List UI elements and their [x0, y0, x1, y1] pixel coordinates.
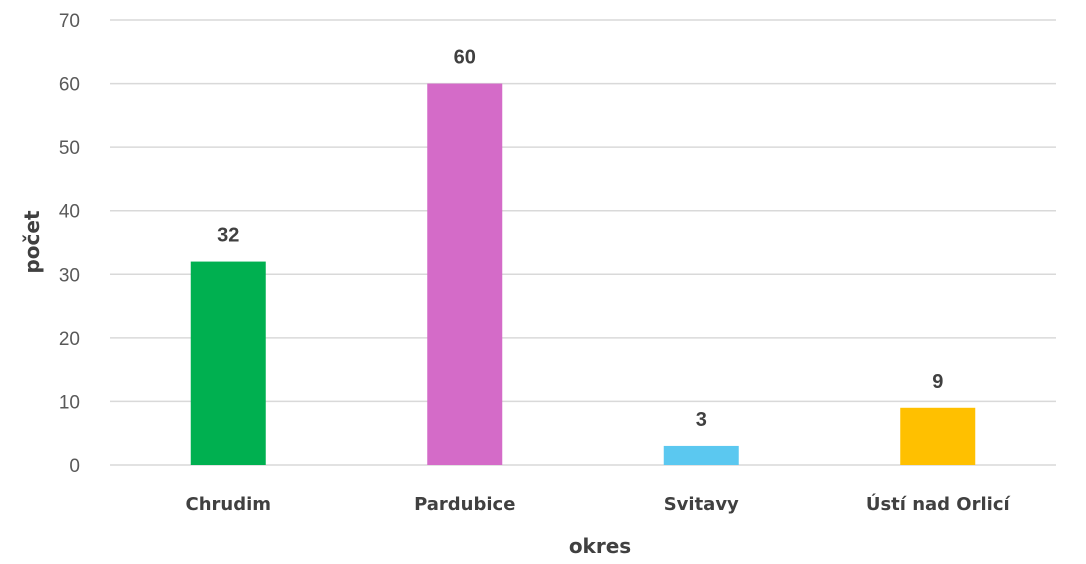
bar-ústí-nad-orlicí — [900, 407, 976, 465]
data-labels: 32 60 3 9 — [217, 47, 943, 431]
data-label: 9 — [932, 371, 943, 393]
x-axis-categories: Chrudim Pardubice Svitavy Ústí nad Orlicí — [185, 493, 1010, 515]
y-axis-ticks: 0 10 20 30 40 50 60 70 — [59, 11, 80, 477]
data-label: 32 — [217, 225, 239, 247]
x-category-label: Chrudim — [185, 494, 271, 515]
bars — [190, 83, 976, 466]
bar-pardubice — [427, 83, 503, 466]
x-category-label: Svitavy — [664, 494, 739, 515]
x-category-label: Ústí nad Orlicí — [866, 493, 1011, 515]
data-label: 60 — [454, 47, 476, 69]
y-axis-title: počet — [20, 210, 44, 273]
bar-svitavy — [663, 445, 739, 465]
y-tick-label: 70 — [59, 11, 80, 32]
y-tick-label: 50 — [59, 138, 80, 159]
y-tick-label: 0 — [69, 456, 80, 477]
x-category-label: Pardubice — [414, 494, 515, 515]
x-axis-title: okres — [569, 534, 631, 558]
gridlines — [110, 19, 1056, 466]
data-label: 3 — [696, 409, 707, 431]
y-tick-label: 30 — [59, 265, 80, 286]
bar-chrudim — [190, 261, 266, 465]
y-tick-label: 40 — [59, 202, 80, 223]
y-tick-label: 20 — [59, 329, 80, 350]
y-tick-label: 60 — [59, 75, 80, 96]
y-tick-label: 10 — [59, 392, 80, 413]
